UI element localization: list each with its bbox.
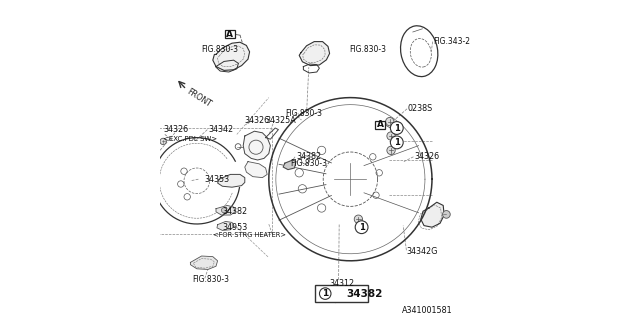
Circle shape — [221, 208, 227, 213]
Polygon shape — [217, 221, 234, 230]
Polygon shape — [243, 131, 270, 160]
Text: 1: 1 — [394, 124, 400, 132]
Circle shape — [443, 211, 451, 218]
Text: 34953: 34953 — [223, 223, 248, 232]
Text: 34382: 34382 — [223, 207, 248, 216]
Text: FIG.830-3: FIG.830-3 — [285, 109, 322, 118]
Text: 0238S: 0238S — [408, 104, 433, 113]
Polygon shape — [216, 205, 236, 215]
Circle shape — [355, 215, 362, 223]
Text: FIG.830-3: FIG.830-3 — [192, 276, 229, 284]
Text: FIG.830-3: FIG.830-3 — [291, 159, 328, 168]
Text: 1: 1 — [394, 138, 400, 147]
Polygon shape — [245, 162, 268, 178]
Text: FIG.343-2: FIG.343-2 — [434, 37, 470, 46]
Circle shape — [385, 117, 394, 126]
Text: FRONT: FRONT — [185, 87, 212, 109]
Text: 34342G: 34342G — [406, 247, 438, 256]
Text: 1: 1 — [358, 223, 365, 232]
Text: <EXC.PDL SW>: <EXC.PDL SW> — [163, 136, 218, 142]
Polygon shape — [300, 42, 330, 66]
Text: 34382: 34382 — [346, 289, 382, 299]
Circle shape — [390, 122, 403, 134]
Bar — [315, 285, 368, 302]
Text: A341001581: A341001581 — [402, 306, 452, 315]
FancyBboxPatch shape — [225, 30, 235, 38]
Text: 34326: 34326 — [245, 116, 270, 124]
Text: 1: 1 — [322, 289, 328, 298]
Circle shape — [390, 136, 403, 149]
Text: A: A — [227, 30, 233, 39]
Text: 34326: 34326 — [163, 125, 188, 134]
Text: 34325A: 34325A — [266, 116, 296, 124]
Text: 34382: 34382 — [296, 152, 321, 161]
Polygon shape — [212, 42, 250, 70]
FancyBboxPatch shape — [375, 121, 385, 129]
Text: FIG.830-3: FIG.830-3 — [202, 45, 239, 54]
Text: 34342: 34342 — [208, 125, 233, 134]
Text: <FOR STRG HEATER>: <FOR STRG HEATER> — [212, 232, 286, 238]
Polygon shape — [283, 160, 296, 170]
Polygon shape — [218, 174, 245, 187]
Polygon shape — [421, 202, 444, 227]
Circle shape — [160, 138, 166, 145]
Polygon shape — [191, 256, 218, 269]
Text: 34312: 34312 — [330, 279, 355, 288]
Text: 34353: 34353 — [205, 175, 230, 184]
Text: FIG.830-3: FIG.830-3 — [349, 45, 386, 54]
Circle shape — [387, 146, 396, 155]
Circle shape — [355, 221, 368, 234]
Text: 34326: 34326 — [415, 152, 440, 161]
Text: A: A — [377, 120, 383, 129]
Circle shape — [319, 288, 331, 300]
Circle shape — [387, 132, 396, 140]
